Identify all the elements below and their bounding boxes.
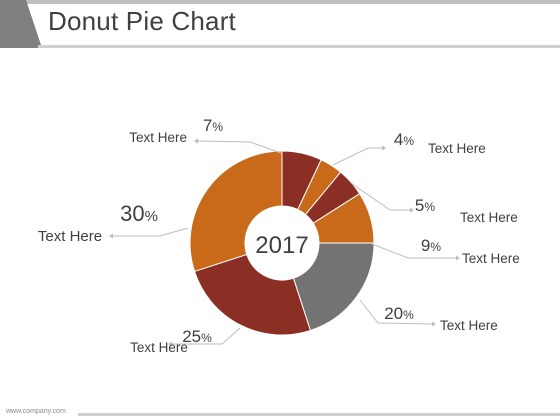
donut-hole	[245, 206, 319, 280]
leader-arrow-2	[382, 145, 386, 151]
slice-text-label-2: Text Here	[428, 141, 486, 156]
footer-rule	[78, 413, 560, 416]
slice-text-label-4: Text Here	[462, 251, 520, 266]
slice-text-label-7: Text Here	[38, 228, 102, 245]
slice-value-label-2: 4%	[394, 130, 414, 149]
header-top-rule	[0, 0, 560, 4]
leader-arrow-5	[432, 321, 436, 327]
leader-line-4	[371, 243, 456, 259]
leader-arrow-3	[410, 207, 414, 213]
slice-unit: %	[403, 134, 414, 148]
slice-labels: 7% Text Here 4% Text Here 5% Text Here 9% Text …	[38, 116, 520, 355]
slice-text-label-1: Text Here	[129, 130, 187, 145]
slice-value-label-1: 7%	[203, 116, 223, 135]
header-rule	[38, 45, 560, 48]
footer-url: www.company.com	[6, 408, 66, 415]
slice-unit: %	[145, 208, 158, 225]
slice-value: 5	[415, 196, 424, 215]
leader-lines	[109, 138, 460, 347]
leader-line-2	[332, 147, 382, 166]
slice-unit: %	[430, 240, 441, 254]
slice-text-label-3: Text Here	[460, 210, 518, 225]
slice-value-label-5: 20%	[384, 304, 414, 323]
slice-value: 30	[120, 201, 144, 226]
slice-unit: %	[424, 200, 435, 214]
header-corner-shape	[0, 0, 42, 48]
slice-value-label-7: 30%	[120, 201, 158, 226]
leader-line-1	[197, 140, 282, 154]
leader-line-6	[172, 327, 241, 345]
leader-line-3	[350, 182, 410, 211]
leader-arrow-1	[194, 138, 198, 144]
slice-value: 4	[394, 130, 403, 149]
donut-slices	[189, 150, 375, 336]
slice-value: 20	[384, 304, 403, 323]
slice-unit: %	[212, 120, 223, 134]
center-year-label: 2017	[255, 232, 308, 259]
slice-value-label-4: 9%	[421, 236, 441, 255]
leader-arrow-7	[109, 233, 113, 239]
slice-value: 25	[182, 327, 201, 346]
slide-title: Donut Pie Chart	[48, 6, 236, 36]
leader-line-7	[113, 227, 189, 237]
slice-value: 7	[203, 116, 212, 135]
slice-text-label-6: Text Here	[130, 340, 188, 355]
slice-value-label-3: 5%	[415, 196, 435, 215]
slice-unit: %	[201, 331, 212, 345]
leader-line-5	[359, 299, 433, 325]
slice-value-label-6: 25%	[182, 327, 212, 346]
slice-unit: %	[403, 308, 414, 322]
donut-slice-7	[189, 150, 283, 273]
leader-arrow-4	[456, 255, 460, 261]
leader-arrow-6	[168, 341, 172, 347]
slice-value: 9	[421, 236, 430, 255]
slice-text-label-5: Text Here	[440, 318, 498, 333]
